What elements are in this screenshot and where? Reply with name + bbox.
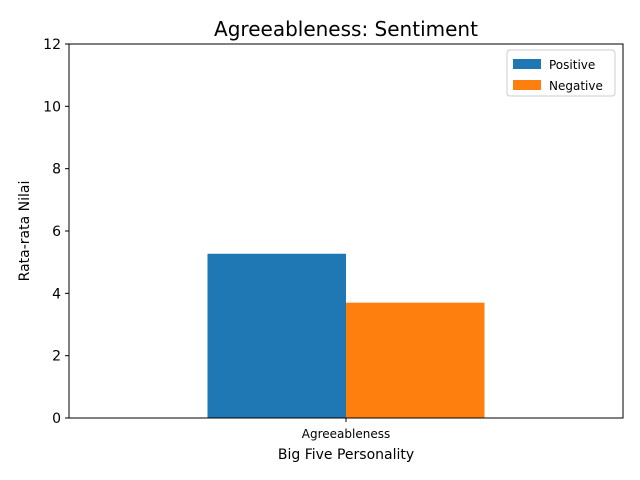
y-tick-label: 0 [52,411,61,427]
chart-title: Agreeableness: Sentiment [214,17,478,41]
legend-swatch-negative [513,80,541,90]
legend-swatch-positive [513,59,541,69]
y-axis-label: Rata-rata Nilai [17,181,33,282]
bar-negative [346,302,485,418]
plot-frame [68,43,624,419]
y-tick-label: 6 [52,224,61,240]
x-tick-label: Agreeableness [302,427,390,441]
y-axis: 0 2 4 6 8 10 12 [43,37,69,427]
bar-positive [207,253,346,418]
x-axis: Agreeableness [302,418,390,441]
y-tick-label: 8 [52,162,61,178]
legend-label-positive: Positive [549,58,595,72]
y-tick-label: 4 [52,286,61,302]
x-axis-label: Big Five Personality [278,447,414,463]
bars [207,253,485,418]
y-tick-label: 12 [43,37,61,53]
y-tick-label: 10 [43,99,61,115]
y-tick-label: 2 [52,349,61,365]
legend: Positive Negative [506,49,616,97]
legend-label-negative: Negative [549,79,603,93]
